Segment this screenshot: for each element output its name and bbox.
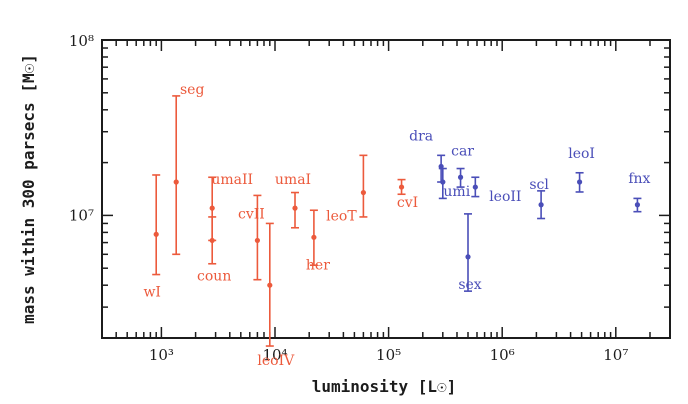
point-label-umaI: umaI [275,172,311,188]
y-tick-label: 10⁷ [69,206,94,224]
point-label-leoII: leoII [489,189,521,205]
point-label-seg: seg [180,82,204,98]
data-point-sex [465,254,471,260]
data-point-cvII [254,237,261,244]
x-tick-label: 10⁵ [376,346,401,364]
x-tick-label: 10⁶ [490,346,515,364]
point-label-scl: scl [529,177,549,193]
data-point-coun [209,237,215,244]
point-label-her: her [306,257,330,273]
data-point-seg [173,179,179,185]
point-label-cvII: cvII [238,206,265,222]
y-tick-labels: 10⁷ 10⁸ [69,32,94,224]
data-point-leoT [360,189,366,196]
point-label-leoI: leoI [568,146,595,162]
data-point-car [457,174,464,180]
x-tick-label: 10⁴ [262,346,287,364]
point-label-leoT: leoT [326,209,357,225]
data-point-scl [538,202,544,208]
y-tick-label: 10⁸ [69,32,94,50]
x-tick-label: 10³ [149,346,174,364]
data-point-umaII [209,205,215,211]
data-point-leoI [576,179,583,185]
data-point-umaI [292,205,298,211]
plot-frame [101,39,671,339]
x-tick-label: 10⁷ [603,346,628,364]
x-axis-title: luminosity [L☉] [312,377,457,396]
data-marks [152,95,642,347]
data-point-leoII [472,184,478,190]
point-label-dra: dra [409,129,433,145]
point-labels: wI seg umaII coun cvII leoIV umaI her leoT cvI dra… [143,82,650,369]
axis-ticks [101,39,671,339]
data-point-wI [153,231,159,237]
point-label-car: car [451,143,474,159]
y-axis-title: mass within 300 parsecs [M☉] [19,54,38,324]
data-point-umi [440,179,446,185]
point-label-sex: sex [458,277,481,293]
point-label-coun: coun [197,268,231,284]
point-label-fnx: fnx [628,171,650,187]
point-label-umi: umi [443,184,470,200]
data-point-cvI [398,184,405,190]
data-point-her [311,234,317,240]
point-label-wI: wI [143,284,161,300]
data-point-fnx [634,202,641,208]
x-tick-labels: 10³ 10⁴ 10⁵ 10⁶ 10⁷ [149,346,629,364]
data-point-leoIV [267,282,273,288]
point-label-cvI: cvI [397,195,418,211]
point-label-leoIV: leoIV [257,353,295,369]
point-label-umaII: umaII [211,172,253,188]
